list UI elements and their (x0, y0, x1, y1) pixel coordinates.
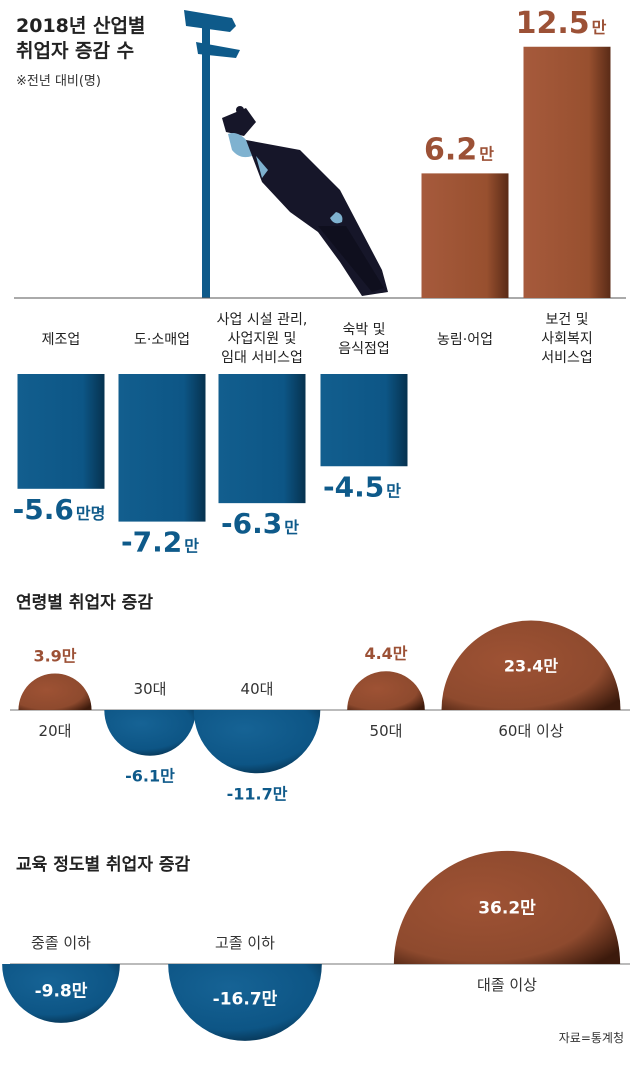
category-label: 농림·어업 (437, 332, 493, 348)
category-label: 숙박 및 (342, 322, 385, 338)
category-label: 대졸 이상 (477, 976, 537, 994)
bar (320, 374, 408, 467)
value-label: -6.1만 (125, 767, 175, 786)
bubble (104, 710, 196, 756)
bar (218, 374, 306, 504)
category-label: 보건 및 (545, 312, 588, 328)
category-label: 도·소매업 (134, 332, 190, 348)
value-label: -5.6 만명 (13, 493, 106, 526)
chart-note: ※전년 대비(명) (16, 74, 101, 89)
bubble (168, 964, 322, 1041)
bubble (18, 673, 92, 710)
chart-title-line1: 2018년 산업별 (16, 15, 146, 37)
value-label: -11.7만 (227, 784, 288, 803)
signpost-illustration (184, 10, 240, 298)
bar (523, 46, 611, 298)
bubble (193, 710, 321, 774)
bubble (347, 671, 425, 710)
value-label: -7.2 만 (121, 526, 199, 559)
age-bubble-chart: 20대 3.9만 30대 -6.1만 40대 -11.7만 50대 4.4만 60대 이상 23.… (10, 620, 630, 803)
category-label: 서비스업 (541, 350, 593, 366)
industry-bar-chart: 제조업 -5.6 만명 도·소매업 -7.2 만 사업 시설 관리, 사업지원 및임대 서비스… (13, 6, 626, 559)
category-label: 사회복지 (541, 331, 593, 347)
age-chart-title: 연령별 취업자 증감 (16, 592, 153, 613)
category-label: 사업지원 및 (228, 331, 297, 347)
value-label: -9.8만 (35, 981, 88, 1001)
value-label: 4.4만 (364, 644, 407, 663)
category-label: 50대 (370, 722, 403, 740)
bubble (2, 964, 120, 1023)
category-label: 30대 (134, 680, 167, 698)
bubble (393, 850, 621, 964)
category-label: 고졸 이하 (215, 934, 275, 952)
category-label: 사업 시설 관리, (217, 312, 308, 328)
category-label: 20대 (39, 722, 72, 740)
bar (118, 374, 206, 522)
value-label: 12.5 만 (516, 6, 607, 41)
category-label: 60대 이상 (498, 722, 563, 740)
value-label: 3.9만 (33, 646, 76, 665)
bar (17, 374, 105, 489)
value-label: -4.5 만 (323, 470, 401, 503)
value-label: 23.4만 (504, 656, 558, 675)
source-note: 자료=통계청 (559, 1031, 624, 1045)
category-label: 임대 서비스업 (221, 350, 303, 366)
category-label: 음식점업 (338, 341, 390, 357)
category-label: 40대 (241, 680, 274, 698)
value-label: -6.3 만 (221, 507, 299, 540)
category-label: 중졸 이하 (31, 934, 91, 952)
education-chart-title: 교육 정도별 취업자 증감 (16, 854, 191, 875)
value-label: 6.2 만 (424, 132, 494, 167)
chart-title-line2: 취업자 증감 수 (16, 40, 135, 62)
category-label: 제조업 (42, 332, 81, 348)
bubble (441, 620, 621, 710)
man-illustration (222, 106, 388, 296)
value-label: -16.7만 (213, 990, 278, 1010)
bar (421, 173, 509, 298)
value-label: 36.2만 (478, 898, 536, 918)
education-bubble-chart: 중졸 이하 -9.8만 고졸 이하 -16.7만 대졸 이상 36.2만 (2, 850, 630, 1041)
